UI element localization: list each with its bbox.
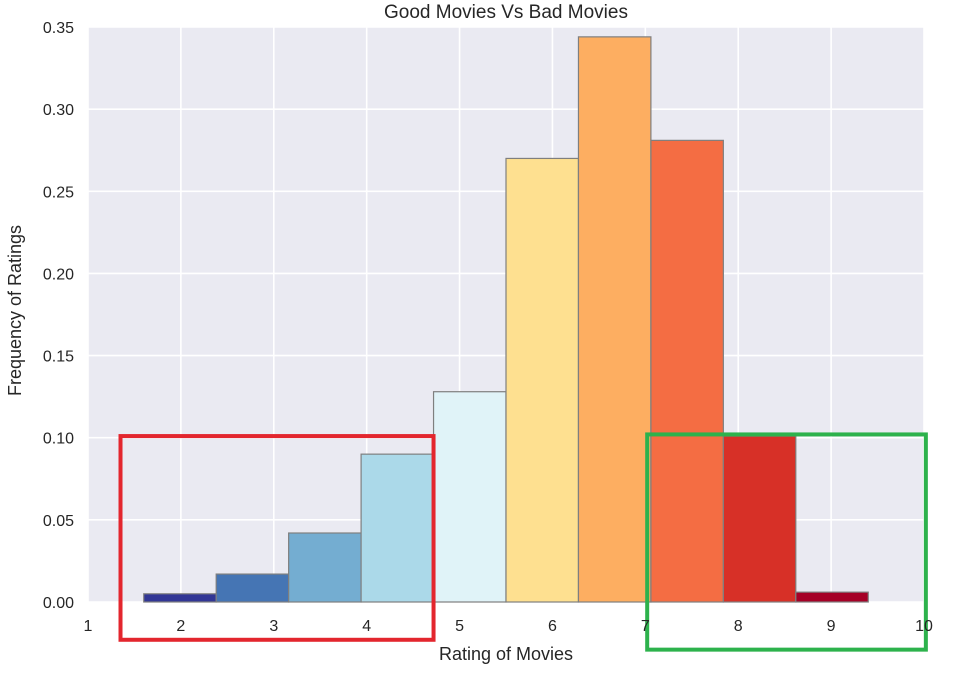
y-tick-label: 0.00: [43, 595, 74, 612]
y-tick-label: 0.15: [43, 349, 74, 366]
x-tick-label: 9: [827, 618, 836, 635]
histogram-bar: [577, 36, 652, 603]
x-tick-label: 3: [269, 618, 278, 635]
highlight-box: [118, 434, 436, 642]
y-tick-label: 0.20: [43, 266, 74, 283]
x-tick-labels: 1 2 3 4 5 6 7 8 9 10: [84, 618, 933, 635]
histogram-bar: [288, 532, 362, 603]
histogram-bar: [722, 435, 797, 603]
histogram-bar: [360, 453, 435, 603]
bars: [143, 36, 869, 603]
histogram-bar: [795, 591, 869, 603]
y-tick-label: 0.30: [43, 102, 74, 119]
x-tick-label: 10: [915, 618, 933, 635]
y-tick-label: 0.25: [43, 184, 74, 201]
highlight-box: [645, 432, 928, 652]
x-tick-label: 8: [734, 618, 743, 635]
x-tick-label: 1: [84, 618, 93, 635]
histogram-bar: [215, 573, 290, 603]
histogram-bar: [432, 391, 507, 603]
chart-title: Good Movies Vs Bad Movies: [384, 2, 628, 23]
histogram-bar: [505, 157, 580, 603]
histogram-bar: [143, 593, 217, 603]
y-tick-label: 0.05: [43, 513, 74, 530]
y-tick-labels: 0.00 0.05 0.10 0.15 0.20 0.25 0.30 0.35: [43, 20, 74, 612]
x-tick-label: 2: [176, 618, 185, 635]
histogram-bar: [650, 139, 724, 603]
y-tick-label: 0.35: [43, 20, 74, 37]
x-tick-label: 6: [548, 618, 557, 635]
x-tick-label: 5: [455, 618, 464, 635]
y-axis-label: Frequency of Ratings: [5, 225, 25, 396]
highlight-boxes: [118, 432, 928, 652]
x-axis-label: Rating of Movies: [439, 644, 573, 664]
x-tick-label: 7: [641, 618, 650, 635]
y-tick-label: 0.10: [43, 431, 74, 448]
x-tick-label: 4: [362, 618, 371, 635]
